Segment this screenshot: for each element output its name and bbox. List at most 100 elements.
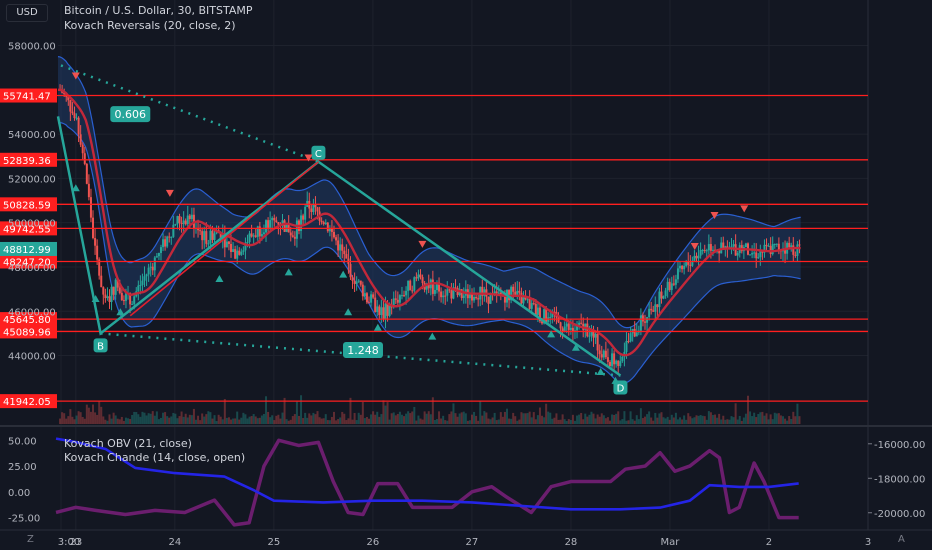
- volume-bar: [503, 411, 506, 424]
- x-tick-label: 3:00: [58, 537, 80, 548]
- candle-body: [388, 305, 391, 316]
- volume-bar: [182, 416, 185, 424]
- candle-body: [81, 144, 84, 154]
- level-label: 50828.59: [3, 200, 51, 211]
- volume-bar: [777, 413, 780, 424]
- candle-body: [322, 222, 325, 224]
- candle-body: [594, 333, 597, 338]
- candle-body: [314, 204, 317, 208]
- reversal-up-marker: [373, 323, 382, 331]
- candle-body: [520, 292, 523, 304]
- candle-body: [720, 242, 723, 254]
- candle-body: [157, 252, 160, 257]
- volume-bar: [190, 415, 193, 424]
- candle-body: [332, 231, 335, 238]
- candle-body: [363, 293, 366, 297]
- abcd-line: [56, 116, 622, 377]
- candle-body: [250, 233, 253, 237]
- candle-body: [777, 243, 780, 251]
- candle-body: [267, 220, 270, 228]
- volume-bar: [376, 411, 379, 424]
- candle-body: [357, 280, 360, 282]
- volume-bar: [629, 411, 632, 424]
- candle-body: [617, 360, 620, 366]
- candle-body: [145, 274, 148, 277]
- candle-body: [759, 250, 762, 258]
- level-tag: [0, 324, 57, 339]
- candle-body: [431, 279, 434, 294]
- level-tag: [0, 152, 57, 167]
- volume-bar: [79, 412, 82, 424]
- volume-bar: [611, 414, 614, 424]
- volume-bar: [604, 418, 607, 424]
- volume-bar: [608, 420, 611, 424]
- candle-body: [481, 286, 484, 296]
- candle-body: [512, 286, 515, 292]
- zoom-z-button[interactable]: Z: [27, 534, 34, 545]
- candle-body: [530, 303, 533, 309]
- volume-bar: [65, 418, 68, 424]
- volume-bar: [347, 418, 350, 424]
- volume-bar: [110, 418, 113, 424]
- volume-bar: [135, 412, 138, 424]
- volume-bar: [586, 416, 589, 424]
- volume-bar: [654, 412, 657, 424]
- volume-bar: [287, 420, 290, 424]
- candle-body: [551, 311, 554, 317]
- candle-body: [522, 297, 525, 304]
- auto-scale-button[interactable]: A: [898, 534, 905, 545]
- volume-bar: [512, 412, 515, 424]
- volume-bar: [732, 417, 735, 424]
- volume-bar: [697, 415, 700, 424]
- volume-bar: [382, 400, 385, 424]
- volume-bar: [419, 418, 422, 424]
- volume-bar: [707, 411, 710, 424]
- volume-bar: [213, 415, 216, 424]
- candle-body: [98, 259, 101, 276]
- volume-bar: [627, 420, 630, 424]
- chande-tick-label: 50.00: [8, 436, 37, 447]
- volume-bar: [458, 413, 461, 424]
- volume-bar: [407, 411, 410, 424]
- candle-body: [794, 254, 797, 256]
- volume-bar: [549, 412, 552, 424]
- x-tick-label: 26: [367, 537, 380, 548]
- candle-body: [94, 238, 97, 246]
- volume-bar: [699, 415, 702, 424]
- candle-body: [625, 340, 628, 352]
- candle-body: [197, 227, 200, 231]
- volume-bar: [81, 416, 84, 424]
- volume-bar: [528, 411, 531, 424]
- candle-body: [543, 309, 546, 324]
- volume-bar: [516, 420, 519, 424]
- volume-bar: [456, 416, 459, 424]
- candle-body: [411, 290, 414, 292]
- reversal-up-marker: [611, 376, 620, 384]
- volume-bar: [588, 414, 591, 424]
- candle-body: [190, 214, 193, 219]
- symbol-title: Bitcoin / U.S. Dollar, 30, BITSTAMP: [64, 4, 253, 17]
- volume-bar: [205, 414, 208, 424]
- volume-bar: [788, 416, 791, 424]
- volume-bar: [514, 416, 517, 424]
- candle-body: [732, 244, 735, 247]
- volume-bar: [462, 411, 465, 424]
- candle-body: [89, 197, 92, 218]
- candle-body: [149, 266, 152, 268]
- volume-bar: [637, 419, 640, 424]
- volume-bar: [784, 418, 787, 424]
- candle-body: [205, 231, 208, 244]
- volume-bar: [242, 412, 245, 424]
- candle-body: [96, 245, 99, 260]
- volume-bar: [285, 419, 288, 424]
- volume-bar: [701, 415, 704, 424]
- volume-bar: [646, 414, 649, 424]
- volume-bar: [487, 418, 490, 424]
- currency-button[interactable]: USD: [6, 4, 48, 22]
- candle-body: [722, 242, 725, 250]
- y-tick-label: 44000.00: [8, 352, 56, 363]
- volume-bar: [464, 413, 467, 424]
- volume-bar: [151, 411, 154, 424]
- volume-bar: [273, 420, 276, 424]
